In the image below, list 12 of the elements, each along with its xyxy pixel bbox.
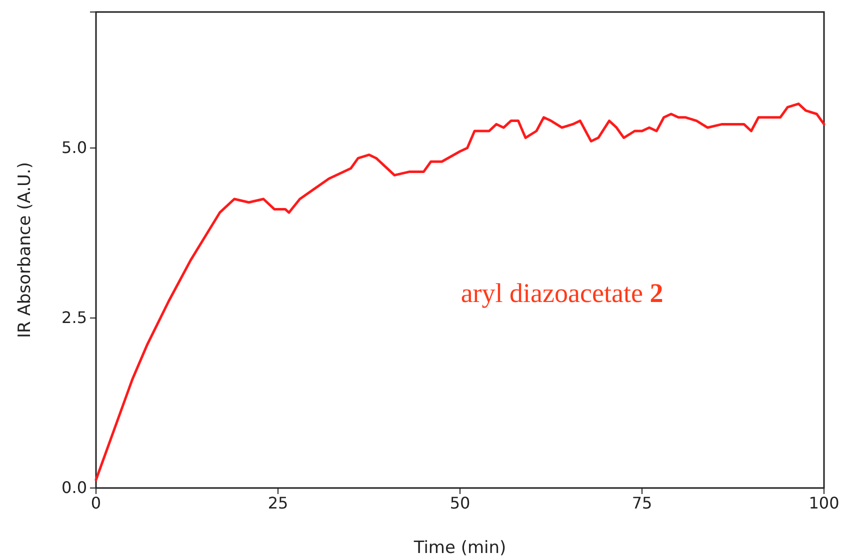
y-tick-label: 5.0 [62,138,87,158]
x-tick-label: 25 [268,493,288,512]
line-series [94,102,826,482]
x-axis-title: Time (min) [412,538,506,557]
annotation: aryl diazoacetate 2 [460,278,664,308]
y-tick-label: 2.5 [62,308,87,328]
x-tick-label: 75 [632,493,652,512]
y-axis-title: IR Absorbance (A.U.) [15,162,35,338]
x-tick-label: 0 [90,493,102,512]
y-tick-label: 0.0 [62,478,87,498]
x-tick-label: 50 [450,493,470,512]
x-tick-label: 100 [808,493,840,512]
